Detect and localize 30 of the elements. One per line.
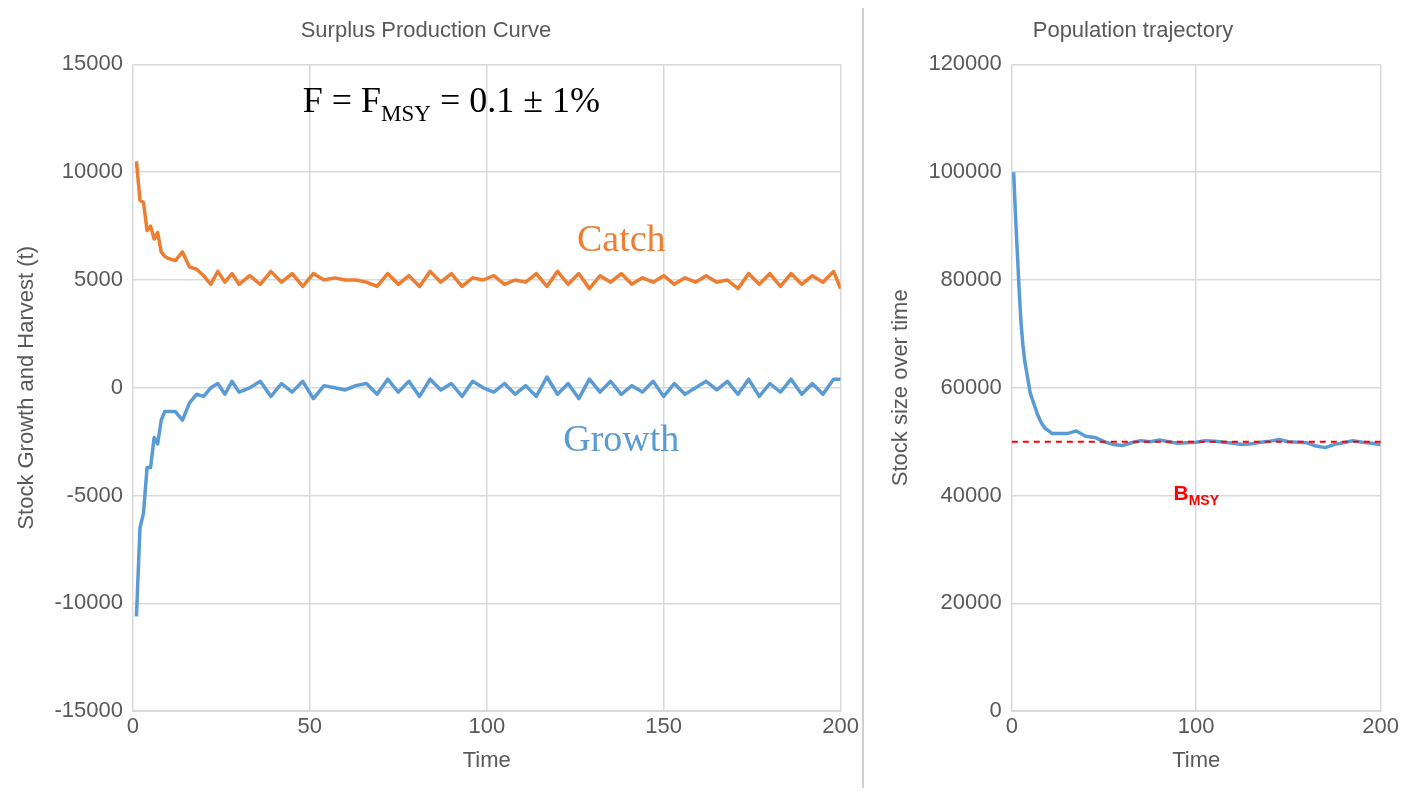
x-tick-label: 200 bbox=[1362, 713, 1400, 739]
y-tick-label: 5000 bbox=[73, 266, 123, 292]
y-axis-title: Stock Growth and Harvest (t) bbox=[13, 245, 39, 530]
y-tick-label: 0 bbox=[110, 373, 123, 399]
x-axis-title: Time bbox=[1172, 746, 1221, 772]
chart-title: Surplus Production Curve bbox=[300, 17, 552, 43]
y-tick-label: -10000 bbox=[54, 589, 123, 615]
series-label: Growth bbox=[563, 417, 680, 460]
y-tick-label: -15000 bbox=[54, 697, 123, 723]
y-tick-label: 15000 bbox=[61, 50, 123, 76]
y-tick-label: 10000 bbox=[61, 158, 123, 184]
y-tick-label: 40000 bbox=[940, 481, 1002, 507]
y-tick-label: 0 bbox=[989, 697, 1002, 723]
y-tick-label: -5000 bbox=[66, 481, 123, 507]
x-axis-title: Time bbox=[462, 746, 511, 772]
x-tick-label: 100 bbox=[1177, 713, 1215, 739]
x-tick-label: 50 bbox=[297, 713, 323, 739]
series-label: Catch bbox=[576, 216, 666, 259]
y-axis-title: Stock size over time bbox=[887, 289, 913, 487]
y-tick-label: 60000 bbox=[940, 373, 1002, 399]
y-tick-label: 20000 bbox=[940, 589, 1002, 615]
chart-title: Population trajectory bbox=[1032, 17, 1234, 43]
y-tick-label: 120000 bbox=[928, 50, 1002, 76]
x-tick-label: 200 bbox=[822, 713, 860, 739]
x-tick-label: 0 bbox=[126, 713, 140, 739]
x-tick-label: 100 bbox=[468, 713, 506, 739]
x-tick-label: 0 bbox=[1005, 713, 1018, 739]
x-tick-label: 150 bbox=[645, 713, 683, 739]
y-tick-label: 100000 bbox=[928, 158, 1002, 184]
y-tick-label: 80000 bbox=[940, 266, 1002, 292]
